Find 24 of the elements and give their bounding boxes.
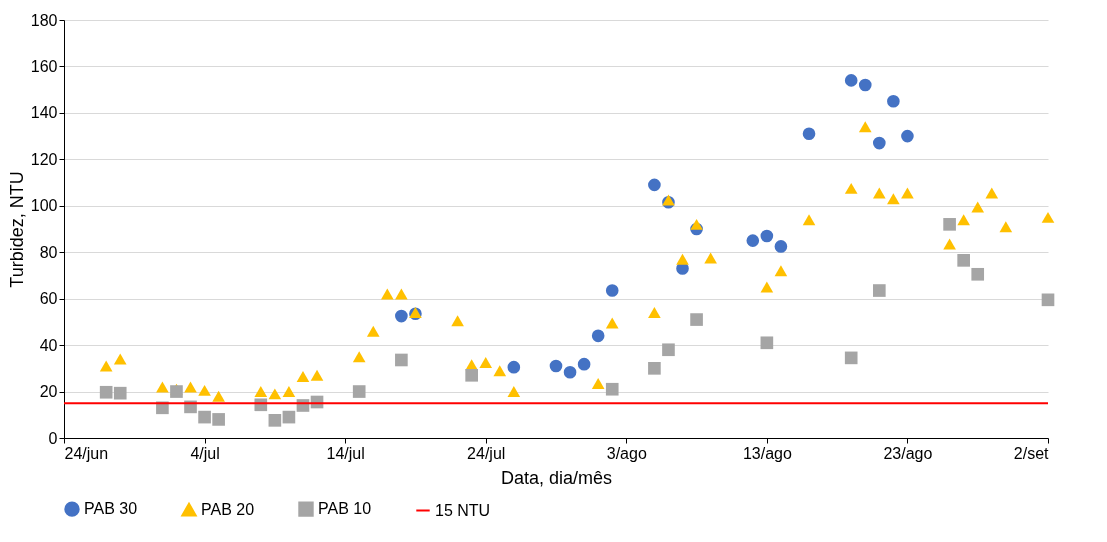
legend-label: PAB 20 [201, 500, 255, 518]
y-tick-label: 0 [48, 429, 58, 447]
y-tick-label: 40 [39, 336, 58, 354]
y-tick-label: 100 [30, 197, 58, 215]
x-tick-label: 2/set [1013, 444, 1050, 462]
y-tick-label: 80 [39, 243, 58, 261]
y-tick-label: 120 [30, 150, 58, 168]
x-axis-title: Data, dia/mês [500, 467, 613, 488]
x-tick-label: 14/jul [326, 444, 365, 462]
y-tick-label: 160 [30, 57, 58, 75]
x-tick-label: 23/ago [883, 444, 933, 462]
y-tick-label: 20 [39, 383, 58, 401]
y-tick-label: 180 [30, 11, 58, 29]
legend-label: PAB 30 [84, 500, 138, 518]
x-tick-label: 4/jul [190, 444, 220, 462]
x-tick-label: 13/ago [742, 444, 792, 462]
legend-label: PAB 10 [318, 500, 372, 518]
x-tick-label: 3/ago [606, 444, 647, 462]
y-axis-title: Turbidez, NTU [6, 171, 27, 288]
x-tick-label: 24/jul [467, 444, 506, 462]
x-tick-label: 24/jun [64, 444, 109, 462]
y-tick-label: 140 [30, 104, 58, 122]
legend-label: 15 NTU [435, 501, 491, 519]
y-tick-label: 60 [39, 290, 58, 308]
